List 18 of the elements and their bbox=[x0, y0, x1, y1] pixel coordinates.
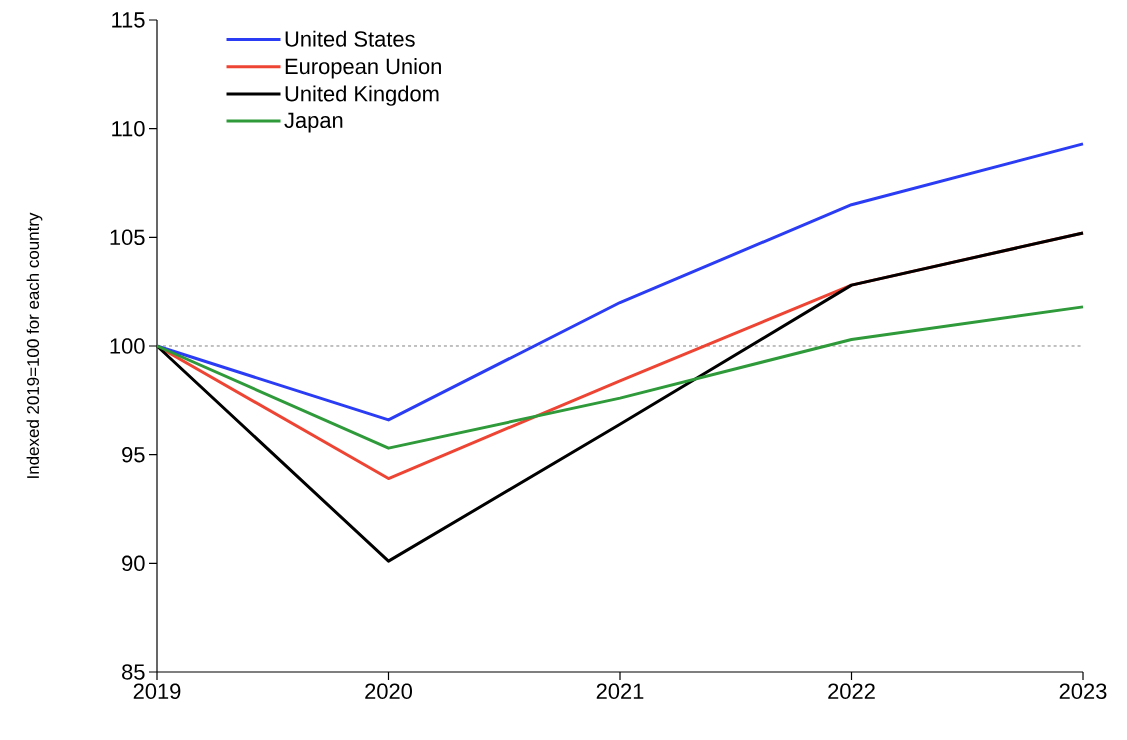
x-tick-label: 2019 bbox=[133, 683, 181, 700]
y-tick-label: 110 bbox=[112, 120, 145, 137]
legend-label: United States bbox=[285, 30, 415, 47]
y-tick-label: 105 bbox=[110, 229, 145, 246]
y-tick-label: 100 bbox=[110, 338, 145, 354]
legend-label: European Union bbox=[285, 58, 441, 79]
x-tick-label: 2021 bbox=[596, 683, 644, 700]
y-tick-label: 95 bbox=[122, 446, 145, 463]
line-series bbox=[155, 305, 1085, 450]
legend-label: United Kingdom bbox=[285, 85, 439, 106]
x-tick-label: 2023 bbox=[1059, 683, 1107, 700]
x-tick-label: 2022 bbox=[828, 683, 875, 700]
y-axis-title: Indexed 2019=100 for each country bbox=[26, 212, 43, 478]
y-tick-label: 85 bbox=[122, 664, 145, 680]
y-tick-label: 90 bbox=[122, 555, 145, 572]
y-tick-label: 115 bbox=[112, 12, 145, 28]
legend-label: Japan bbox=[284, 112, 343, 133]
x-tick-label: 2020 bbox=[365, 683, 413, 700]
